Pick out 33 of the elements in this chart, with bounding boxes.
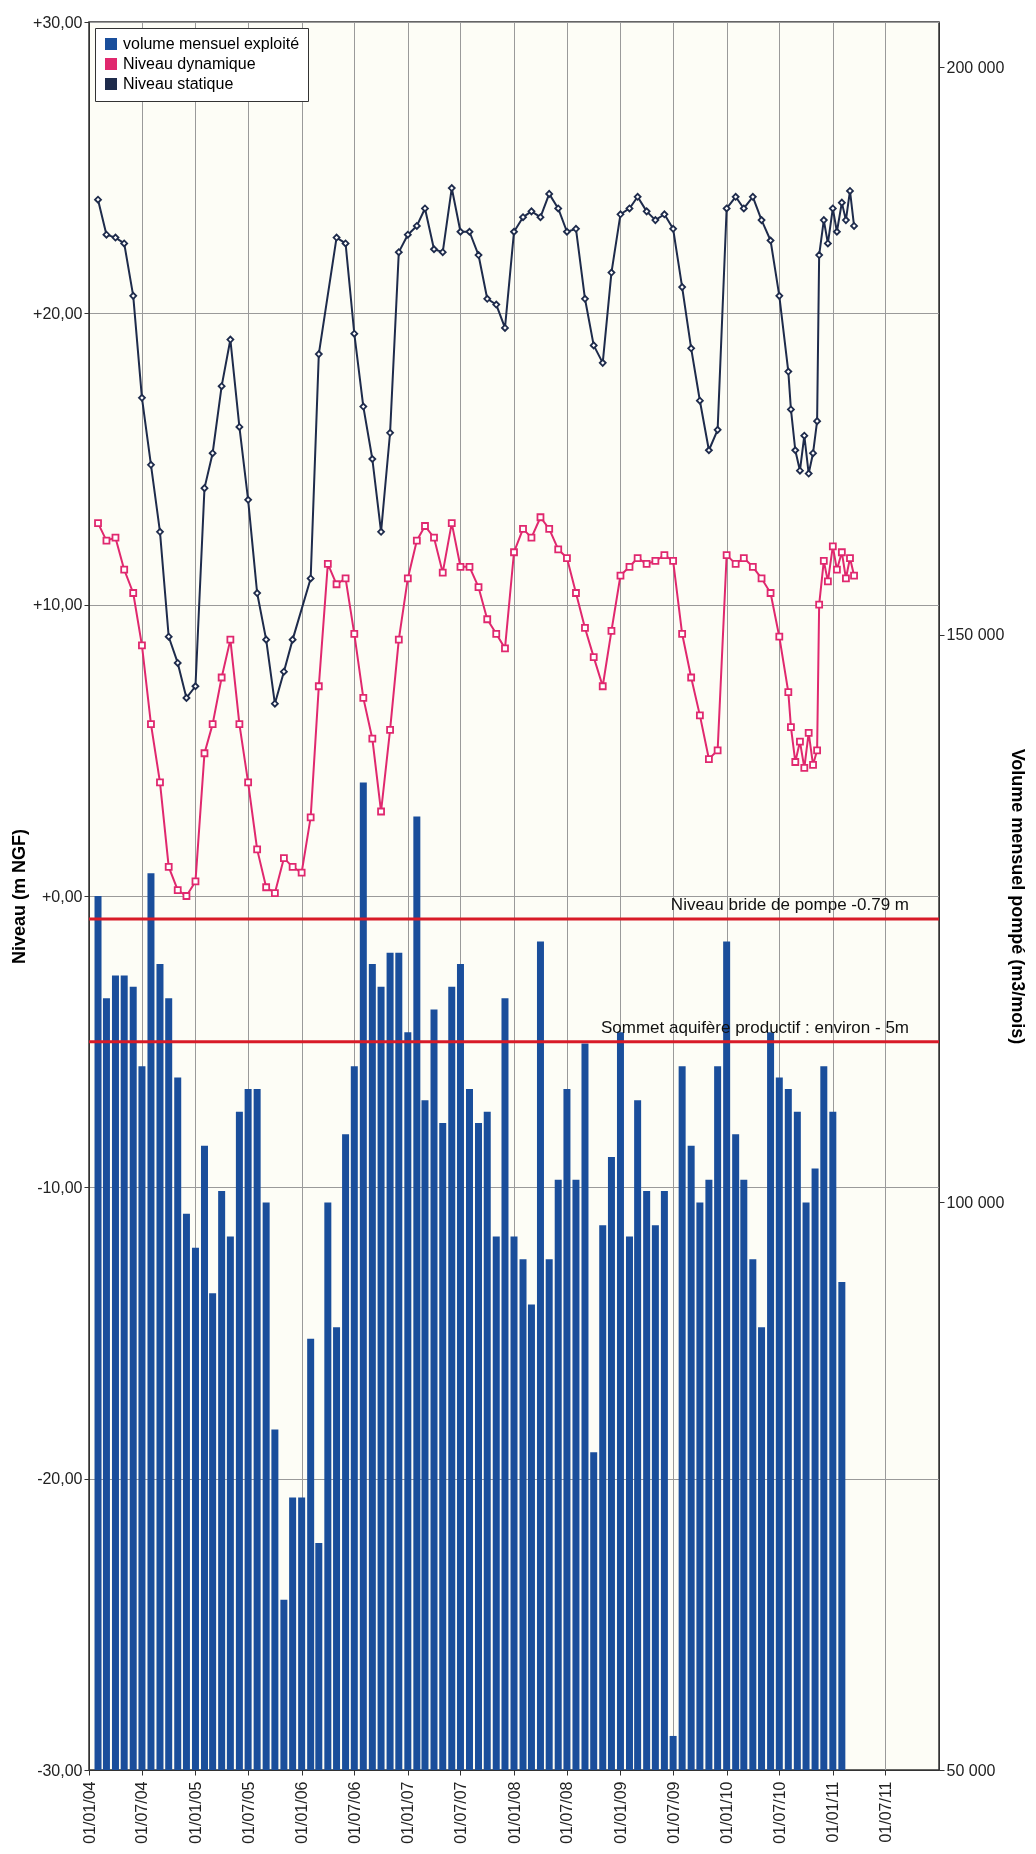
legend-label: Niveau dynamique	[123, 55, 256, 72]
x-tick-label: 01/07/05	[239, 1781, 257, 1844]
y-tick-label: -10,00	[37, 1178, 83, 1196]
x-tick-label: 01/01/05	[186, 1781, 204, 1844]
y-tick-label: -20,00	[37, 1470, 83, 1488]
x-tick-label: 01/07/08	[558, 1781, 576, 1844]
y-tick-label: +0,00	[42, 887, 83, 905]
x-tick-label: 01/01/07	[399, 1781, 417, 1844]
y2-tick-label: 200 000	[946, 58, 1005, 76]
x-tick-label: 01/01/06	[293, 1781, 311, 1844]
y-tick-label: +30,00	[33, 13, 83, 31]
x-tick-label: 01/07/11	[876, 1781, 894, 1843]
x-tick-label: 01/01/09	[611, 1781, 629, 1844]
legend-label: volume mensuel exploité	[123, 35, 300, 52]
x-tick-label: 01/01/10	[718, 1781, 736, 1844]
x-tick-label: 01/07/10	[770, 1781, 788, 1844]
legend-label: Niveau statique	[123, 75, 234, 92]
ref-line-label: Niveau bride de pompe -0.79 m	[670, 895, 909, 915]
y2-axis-title: Volume mensuel pompé (m3/mois)	[1008, 748, 1029, 1045]
y-tick-label: +20,00	[33, 304, 83, 322]
x-tick-label: 01/01/11	[824, 1781, 842, 1843]
y2-tick-label: 150 000	[946, 626, 1005, 644]
x-tick-label: 01/07/09	[664, 1781, 682, 1844]
x-tick-label: 01/01/04	[80, 1781, 98, 1844]
y-axis-title: Niveau (m NGF)	[9, 828, 30, 965]
x-tick-label: 01/07/04	[133, 1781, 151, 1844]
y2-tick-label: 50 000	[946, 1761, 996, 1779]
x-tick-label: 01/07/07	[451, 1781, 469, 1844]
y-tick-label: +10,00	[33, 596, 83, 614]
x-tick-label: 01/01/08	[505, 1781, 523, 1844]
y-tick-label: -30,00	[37, 1761, 83, 1779]
y2-tick-label: 100 000	[946, 1193, 1005, 1211]
x-tick-label: 01/07/06	[345, 1781, 363, 1844]
